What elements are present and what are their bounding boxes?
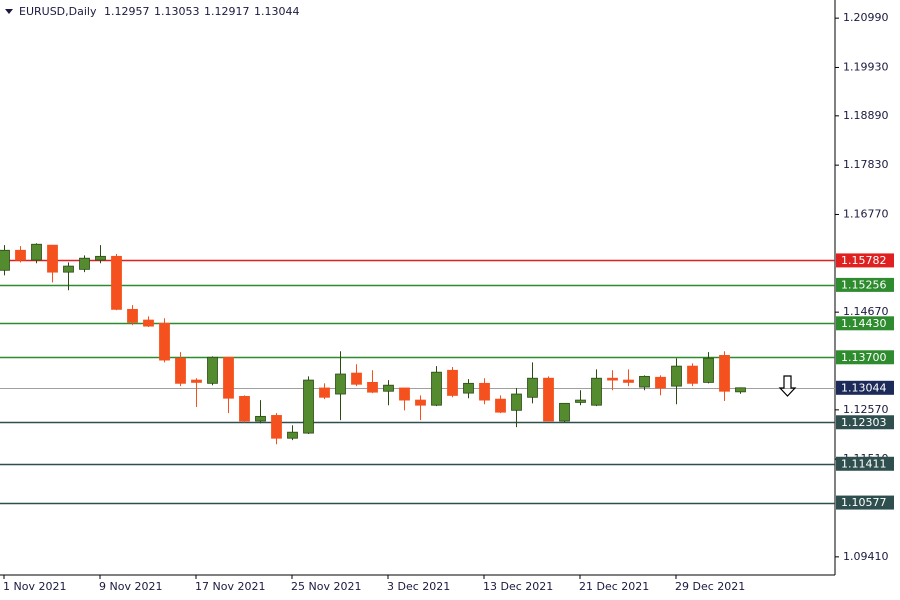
y-tick-label: 1.14670: [843, 305, 889, 318]
candle-body: [223, 356, 234, 399]
candle-body: [607, 377, 618, 381]
candle-body: [543, 377, 554, 422]
x-tick-label: 29 Dec 2021: [675, 580, 745, 593]
level-label: 1.10577: [841, 496, 887, 509]
candle-body: [687, 365, 698, 384]
level-label: 1.13700: [841, 351, 887, 364]
level-label-box: [836, 316, 894, 331]
candle-body: [351, 372, 362, 385]
candle-body: [207, 356, 218, 384]
candle-body: [559, 402, 570, 422]
candle-body: [127, 308, 138, 323]
candle-body: [495, 398, 506, 413]
y-tick-label: 1.20990: [843, 11, 889, 24]
level-label: 1.15782: [841, 254, 887, 267]
header-value: 1.12917: [204, 5, 250, 18]
header-value: 1.13053: [154, 5, 200, 18]
candle-body: [15, 249, 26, 261]
x-tick-label: 3 Dec 2021: [387, 580, 450, 593]
candle-body: [63, 265, 74, 273]
candle-body: [703, 357, 714, 383]
candle-body: [159, 322, 170, 361]
x-tick-label: 1 Nov 2021: [3, 580, 66, 593]
y-tick-label: 1.09410: [843, 550, 889, 563]
y-tick-label: 1.17830: [843, 158, 889, 171]
y-tick-label: 1.16770: [843, 207, 889, 220]
candle-body: [335, 373, 346, 395]
candle-body: [447, 369, 458, 396]
level-label-box: [836, 277, 894, 292]
candle-body: [287, 431, 298, 439]
x-tick-label: 13 Dec 2021: [483, 580, 553, 593]
menu-arrow: [5, 9, 13, 14]
level-label: 1.14430: [841, 317, 887, 330]
candle-body: [95, 255, 106, 261]
candle-body: [239, 395, 250, 422]
candle-body: [431, 371, 442, 406]
candle-body: [479, 382, 490, 401]
x-tick-label: 25 Nov 2021: [291, 580, 361, 593]
candle-body: [511, 393, 522, 411]
level-label: 1.12303: [841, 416, 887, 429]
candle-body: [79, 257, 90, 270]
candle-body: [655, 376, 666, 389]
candle-body: [527, 377, 538, 398]
candle-body: [0, 249, 10, 271]
candle-body: [271, 415, 282, 439]
candle-body: [671, 365, 682, 387]
candle-body: [143, 319, 154, 327]
symbol: EURUSD,Daily: [19, 5, 97, 18]
candle-body: [383, 384, 394, 392]
candle-body: [319, 387, 330, 398]
level-label-box: [836, 380, 894, 395]
header-value: 1.12957: [104, 5, 150, 18]
y-tick-label: 1.12570: [843, 403, 889, 416]
candle-body: [191, 379, 202, 383]
candle-body: [575, 399, 586, 403]
y-tick-label: 1.18890: [843, 109, 889, 122]
level-label: 1.13044: [841, 381, 887, 394]
y-tick-label: 1.19930: [843, 60, 889, 73]
sell-arrow: [778, 375, 797, 397]
candle-body: [111, 255, 122, 310]
x-tick-label: 17 Nov 2021: [195, 580, 265, 593]
candle-body: [463, 382, 474, 394]
x-tick-label: 21 Dec 2021: [579, 580, 649, 593]
candle-body: [639, 375, 650, 388]
candle-body: [415, 399, 426, 406]
candle-body: [303, 379, 314, 434]
level-label: 1.11411: [841, 457, 887, 470]
candle-body: [47, 244, 58, 273]
level-label-box: [836, 350, 894, 365]
candle-body: [255, 415, 266, 422]
level-label-box: [836, 253, 894, 268]
header-value: 1.13044: [254, 5, 300, 18]
candle-body: [175, 357, 186, 384]
candle-body: [623, 379, 634, 383]
candle-body: [367, 382, 378, 393]
level-label-box: [836, 495, 894, 510]
level-label-box: [836, 415, 894, 430]
candle-body: [399, 387, 410, 401]
candle-body: [719, 355, 730, 392]
x-tick-label: 9 Nov 2021: [99, 580, 162, 593]
candle-body: [31, 243, 42, 261]
candle-body: [735, 387, 746, 393]
candle-body: [591, 377, 602, 406]
level-label: 1.15256: [841, 278, 887, 291]
level-label-box: [836, 456, 894, 471]
